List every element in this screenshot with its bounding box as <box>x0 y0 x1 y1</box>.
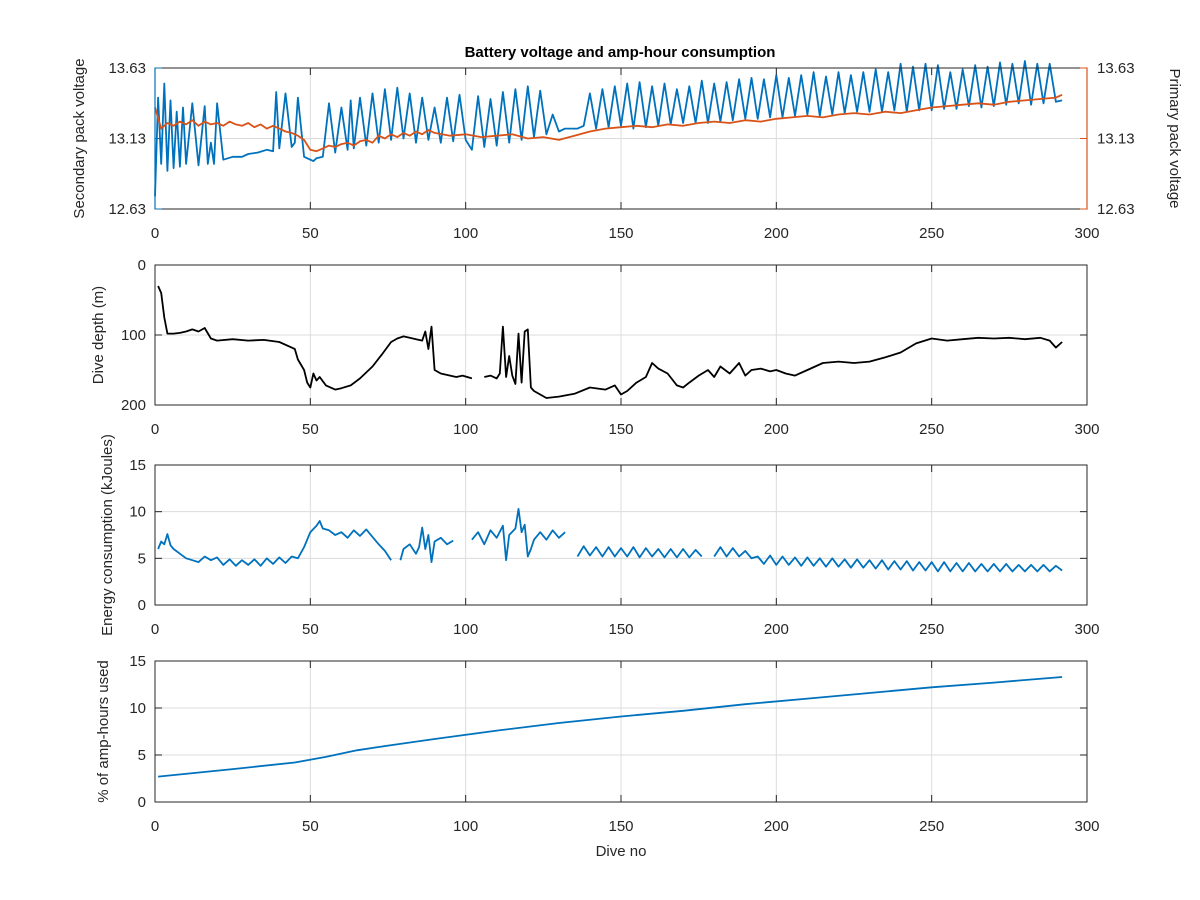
depth-x-tick-label: 250 <box>919 421 944 438</box>
amp-hours-series-1-line <box>158 676 1063 778</box>
voltage-x-tick-label: 250 <box>919 225 944 242</box>
amp-hours-y-axis-label: % of amp-hours used <box>95 660 112 803</box>
voltage-y-tick-label: 13.63 <box>108 60 146 77</box>
amp-hours-x-tick-label: 150 <box>608 818 633 835</box>
voltage-series-1-line <box>154 60 1063 197</box>
energy-y-tick-label: 15 <box>129 457 146 474</box>
energy-chart: 0 50 100 150 200 250 300 0 5 10 15 Energy consumpti… <box>99 434 1100 638</box>
energy-grid <box>155 465 1087 605</box>
depth-chart: 0 50 100 150 200 250 300 0 100 200 Dive depth (m) <box>90 257 1100 438</box>
energy-series-1-line-segment-5 <box>713 546 1063 573</box>
depth-x-tick-label: 50 <box>302 421 319 438</box>
amp-hours-y-tick-label: 0 <box>138 794 146 811</box>
amp-hours-grid <box>155 661 1087 802</box>
voltage-grid <box>155 68 1087 209</box>
depth-y-tick-label: 0 <box>138 257 146 274</box>
amp-hours-x-tick-label: 100 <box>453 818 478 835</box>
amp-hours-x-tick-label: 200 <box>764 818 789 835</box>
energy-series-1-line-segment-2 <box>399 526 454 563</box>
depth-y-axis-label: Dive depth (m) <box>90 286 107 384</box>
energy-series-1-line-segment-3 <box>471 507 566 562</box>
energy-y-tick-label: 5 <box>138 550 146 567</box>
voltage-right-y-tick-label: 12.63 <box>1097 201 1135 218</box>
depth-x-tick-label: 300 <box>1074 421 1099 438</box>
energy-x-tick-label: 300 <box>1074 621 1099 638</box>
depth-x-tick-label: 200 <box>764 421 789 438</box>
voltage-chart: Battery voltage and amp-hour consumption… <box>71 44 1183 242</box>
amp-hours-x-tick-label: 0 <box>151 818 159 835</box>
energy-y-axis-label: Energy consumption (kJoules) <box>99 434 116 636</box>
amp-hours-x-tick-label: 50 <box>302 818 319 835</box>
depth-x-tick-label: 100 <box>453 421 478 438</box>
voltage-x-tick-label: 50 <box>302 225 319 242</box>
voltage-y-axis-label: Secondary pack voltage <box>71 58 88 218</box>
amp-hours-x-tick-label: 250 <box>919 818 944 835</box>
voltage-right-y-tick-label: 13.13 <box>1097 131 1135 148</box>
energy-x-tick-label: 150 <box>608 621 633 638</box>
voltage-chart-title: Battery voltage and amp-hour consumption <box>465 44 776 61</box>
depth-x-tick-label: 0 <box>151 421 159 438</box>
energy-series-1-line-segment-1 <box>157 520 392 567</box>
energy-y-tick-label: 0 <box>138 597 146 614</box>
energy-series-1-line-segment-4 <box>576 545 703 559</box>
voltage-series-2-line <box>154 93 1063 153</box>
amp-hours-y-tick-label: 15 <box>129 653 146 670</box>
voltage-x-tick-label: 150 <box>608 225 633 242</box>
energy-y-tick-label: 10 <box>129 504 146 521</box>
depth-series-1-line-segment-1 <box>157 285 473 391</box>
depth-y-tick-label: 100 <box>121 327 146 344</box>
voltage-right-y-axis-label: Primary pack voltage <box>1166 68 1183 208</box>
voltage-y-tick-label: 12.63 <box>108 201 146 218</box>
depth-y-tick-label: 200 <box>121 397 146 414</box>
amp-hours-x-axis-label: Dive no <box>596 843 647 860</box>
depth-grid <box>155 265 1087 405</box>
amp-hours-x-tick-label: 300 <box>1074 818 1099 835</box>
voltage-right-y-tick-label: 13.63 <box>1097 60 1135 77</box>
energy-x-tick-label: 250 <box>919 621 944 638</box>
amp-hours-y-tick-label: 10 <box>129 700 146 717</box>
energy-x-tick-label: 100 <box>453 621 478 638</box>
energy-x-tick-label: 0 <box>151 621 159 638</box>
voltage-x-tick-label: 200 <box>764 225 789 242</box>
voltage-y-tick-label: 13.13 <box>108 131 146 148</box>
energy-x-tick-label: 50 <box>302 621 319 638</box>
voltage-x-tick-label: 300 <box>1074 225 1099 242</box>
depth-series-1-line-segment-2 <box>484 325 1063 399</box>
voltage-x-tick-label: 0 <box>151 225 159 242</box>
energy-x-tick-label: 200 <box>764 621 789 638</box>
amp-hours-y-tick-label: 5 <box>138 747 146 764</box>
voltage-x-tick-label: 100 <box>453 225 478 242</box>
depth-x-tick-label: 150 <box>608 421 633 438</box>
amp-hours-chart: 0 50 100 150 200 250 300 0 5 10 15 % of amp-hours u… <box>95 653 1100 860</box>
